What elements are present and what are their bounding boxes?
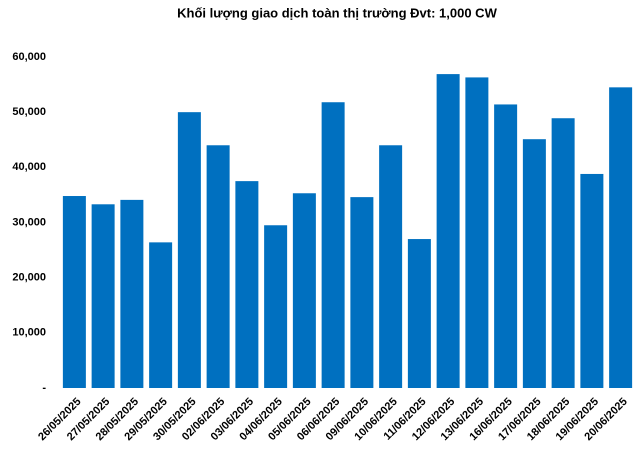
- bar: [62, 196, 86, 388]
- bar: [177, 112, 201, 389]
- bar: [120, 199, 144, 388]
- bar: [292, 193, 316, 388]
- bar: [551, 118, 575, 389]
- bar: [407, 239, 431, 388]
- bar: [321, 102, 345, 388]
- bar: [465, 77, 489, 388]
- y-tick-label: 40,000: [12, 161, 46, 173]
- bar: [494, 104, 518, 389]
- y-tick-label: 60,000: [12, 51, 46, 63]
- bar: [522, 139, 546, 388]
- bar: [609, 87, 633, 388]
- bar: [206, 145, 230, 388]
- chart-title: Khối lượng giao dịch toàn thị trường Đvt…: [177, 5, 497, 20]
- y-tick-label: 10,000: [12, 327, 46, 339]
- y-tick-label: -: [42, 382, 46, 394]
- bar: [235, 181, 259, 388]
- bar: [580, 173, 604, 388]
- bar: [379, 145, 403, 388]
- y-tick-label: 20,000: [12, 272, 46, 284]
- bar: [436, 74, 460, 388]
- bar: [149, 242, 173, 388]
- y-tick-label: 50,000: [12, 106, 46, 118]
- bar: [264, 225, 288, 388]
- bar: [91, 204, 115, 388]
- y-tick-label: 30,000: [12, 216, 46, 228]
- bar: [350, 197, 374, 388]
